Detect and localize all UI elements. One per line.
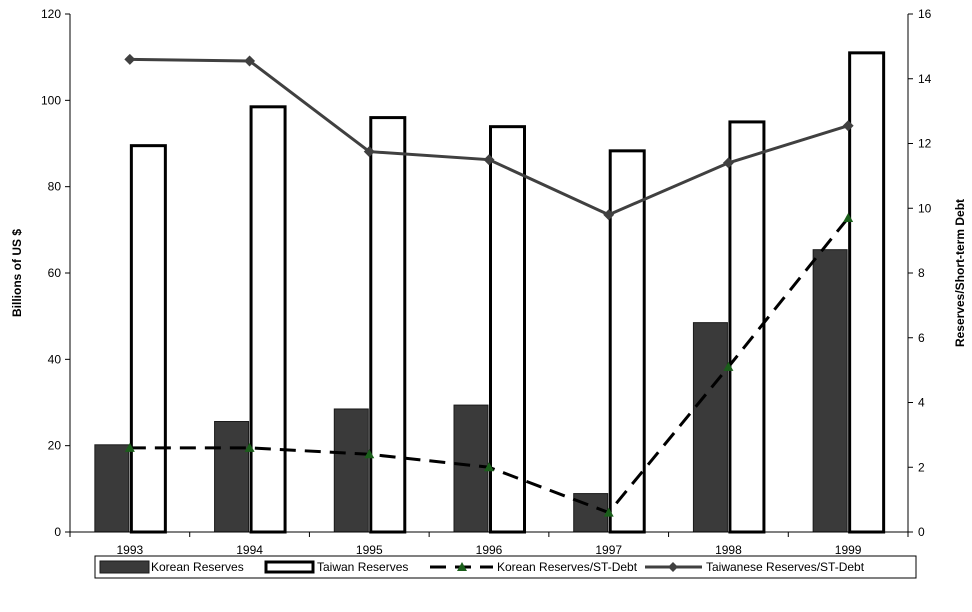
taiwanese-ratio-point — [483, 154, 495, 166]
korean-reserves-bar — [333, 408, 369, 533]
korean-reserves-bar — [453, 404, 489, 533]
taiwanese-ratio-point — [603, 209, 615, 221]
x-tick-label: 1998 — [715, 543, 742, 557]
taiwanese-ratio-point — [842, 120, 854, 132]
korean-ratio-point — [843, 212, 854, 222]
korean-ratio-point — [603, 507, 614, 517]
y-left-tick-label: 60 — [48, 266, 62, 280]
axes-layer: 0 20 40 60 80 100 120 0 2 4 6 8 10 12 14 16 1993 1994 1995… — [10, 7, 967, 557]
x-tick-label: 1997 — [595, 543, 622, 557]
legend-swatch-taiwan-reserves — [264, 560, 315, 574]
taiwan-reserves-bar — [369, 116, 407, 534]
korean-reserves-bar — [573, 493, 609, 533]
x-tick-label: 1993 — [117, 543, 144, 557]
korean-reserves-bar — [812, 249, 848, 533]
korean-reserves-bar — [214, 420, 250, 533]
y-right-tick-label: 4 — [918, 396, 925, 410]
y-left-tick-label: 20 — [48, 439, 62, 453]
y-right-tick-label: 0 — [918, 525, 925, 539]
taiwan-reserves-bar — [489, 125, 526, 534]
taiwan-reserves-bar — [249, 105, 287, 534]
taiwanese-ratio-point — [722, 157, 734, 169]
korean-ratio-point — [364, 449, 375, 459]
y-left-tick-label: 0 — [54, 525, 61, 539]
legend-label-korean-reserves: Korean Reserves — [151, 560, 244, 574]
korean-reserves-bar — [692, 322, 728, 533]
legend-label-taiwan-reserves: Taiwan Reserves — [317, 560, 408, 574]
x-tick-label: 1999 — [835, 543, 862, 557]
y-right-tick-label: 8 — [918, 266, 925, 280]
legend: Korean Reserves Taiwan Reserves Korean Res… — [94, 555, 917, 579]
x-tick-label: 1996 — [476, 543, 503, 557]
y-right-tick-label: 16 — [918, 7, 932, 21]
y-left-tick-label: 120 — [41, 7, 61, 21]
lines-layer — [124, 53, 854, 517]
x-tick-label: 1994 — [236, 543, 263, 557]
y-left-tick-label: 40 — [48, 352, 62, 366]
legend-label-korean-ratio: Korean Reserves/ST-Debt — [497, 560, 638, 574]
taiwanese-ratio-point — [363, 146, 375, 158]
korean-reserves-bar — [94, 444, 130, 533]
y-right-tick-label: 14 — [918, 72, 932, 86]
korean-ratio-point — [484, 462, 494, 472]
korean-ratio-point — [723, 361, 734, 371]
y-right-tick-label: 12 — [918, 137, 932, 151]
y-right-tick-label: 10 — [918, 201, 932, 215]
korean-ratio-point — [244, 442, 255, 452]
legend-swatch-taiwanese-ratio-marker — [668, 562, 678, 572]
legend-swatch-korean-ratio-marker — [457, 562, 467, 571]
taiwanese-ratio-point — [244, 55, 256, 67]
y-axis-left-label: Billions of US $ — [10, 229, 24, 317]
korean-ratio-point — [124, 442, 135, 452]
bars-layer — [94, 51, 886, 534]
taiwan-reserves-bar — [129, 144, 167, 534]
y-right-tick-label: 6 — [918, 331, 925, 345]
taiwan-reserves-bar — [848, 51, 886, 534]
y-left-tick-label: 80 — [48, 180, 62, 194]
y-axis-right-label: Reserves/Short-term Debt — [953, 199, 967, 347]
y-left-tick-label: 100 — [41, 93, 61, 107]
x-tick-label: 1995 — [356, 543, 383, 557]
legend-label-taiwanese-ratio: Taiwanese Reserves/ST-Debt — [706, 560, 865, 574]
legend-swatch-korean-reserves — [99, 560, 150, 574]
y-right-tick-label: 2 — [918, 460, 925, 474]
taiwanese-ratio-point — [124, 53, 136, 65]
